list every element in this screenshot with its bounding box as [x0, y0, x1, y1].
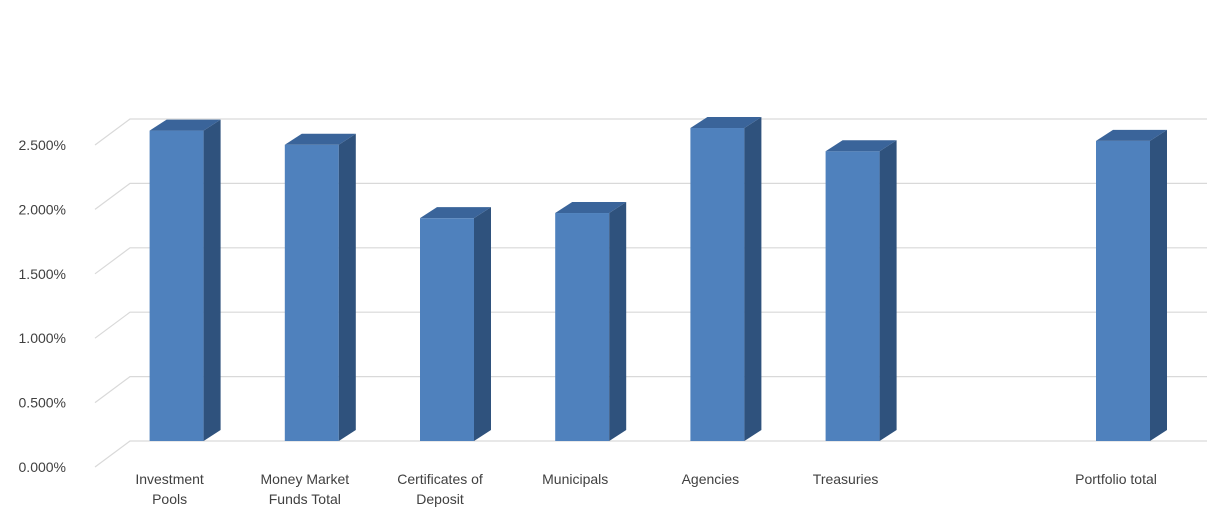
gridline — [94, 440, 1207, 468]
x-tick-label: Portfolio total — [1075, 471, 1157, 487]
bar-front — [1096, 140, 1150, 441]
x-tick-label: Treasuries — [813, 471, 879, 487]
bar-front — [149, 130, 204, 442]
bar-side — [879, 140, 897, 441]
bar-front — [420, 218, 474, 441]
gridline — [94, 376, 1207, 404]
bar — [420, 207, 491, 441]
bar — [1096, 129, 1167, 441]
gridlines — [94, 118, 1207, 468]
bar-side — [338, 133, 356, 441]
bar-top — [284, 133, 356, 145]
bar-front — [555, 213, 610, 441]
x-axis-labels: Investment Pools Money Market Funds Total Ce… — [135, 471, 1157, 507]
bar-front — [825, 151, 880, 441]
bar-front — [690, 128, 745, 442]
x-tick-label: Investment Pools — [135, 471, 204, 507]
gridline — [94, 247, 1207, 275]
x-tick-label: Certificates of Deposit — [397, 471, 483, 507]
bar-front — [284, 144, 339, 441]
bar — [690, 117, 762, 442]
bar-side — [1150, 129, 1167, 441]
y-tick-label: 1.500% — [19, 266, 66, 282]
y-tick-label: 0.000% — [19, 459, 66, 475]
gridline — [94, 182, 1207, 210]
bar-top — [149, 119, 221, 131]
y-tick-label: 0.500% — [19, 395, 66, 411]
x-tick-label: Municipals — [542, 471, 608, 487]
bar-top — [555, 202, 627, 214]
gridline — [94, 311, 1207, 339]
bar-top — [825, 140, 897, 152]
bar — [149, 119, 221, 442]
y-tick-label: 1.000% — [19, 330, 66, 346]
bar-side — [203, 119, 221, 441]
bar — [825, 140, 897, 441]
bars — [149, 117, 1167, 442]
gridline — [94, 118, 1207, 146]
x-tick-label: Money Market Funds Total — [260, 471, 349, 507]
bar — [284, 133, 356, 441]
y-axis-ticks: 0.000% 0.500% 1.000% 1.500% 2.000% 2.500% — [19, 137, 66, 475]
bar-side — [609, 202, 627, 441]
bar — [555, 202, 627, 441]
bar-top — [420, 207, 491, 219]
y-tick-label: 2.000% — [19, 201, 66, 217]
y-tick-label: 2.500% — [19, 137, 66, 153]
bar-side — [474, 207, 491, 441]
bar-top — [690, 117, 762, 129]
bar-side — [744, 117, 762, 442]
x-tick-label: Agencies — [682, 471, 740, 487]
bar-top — [1096, 129, 1167, 141]
